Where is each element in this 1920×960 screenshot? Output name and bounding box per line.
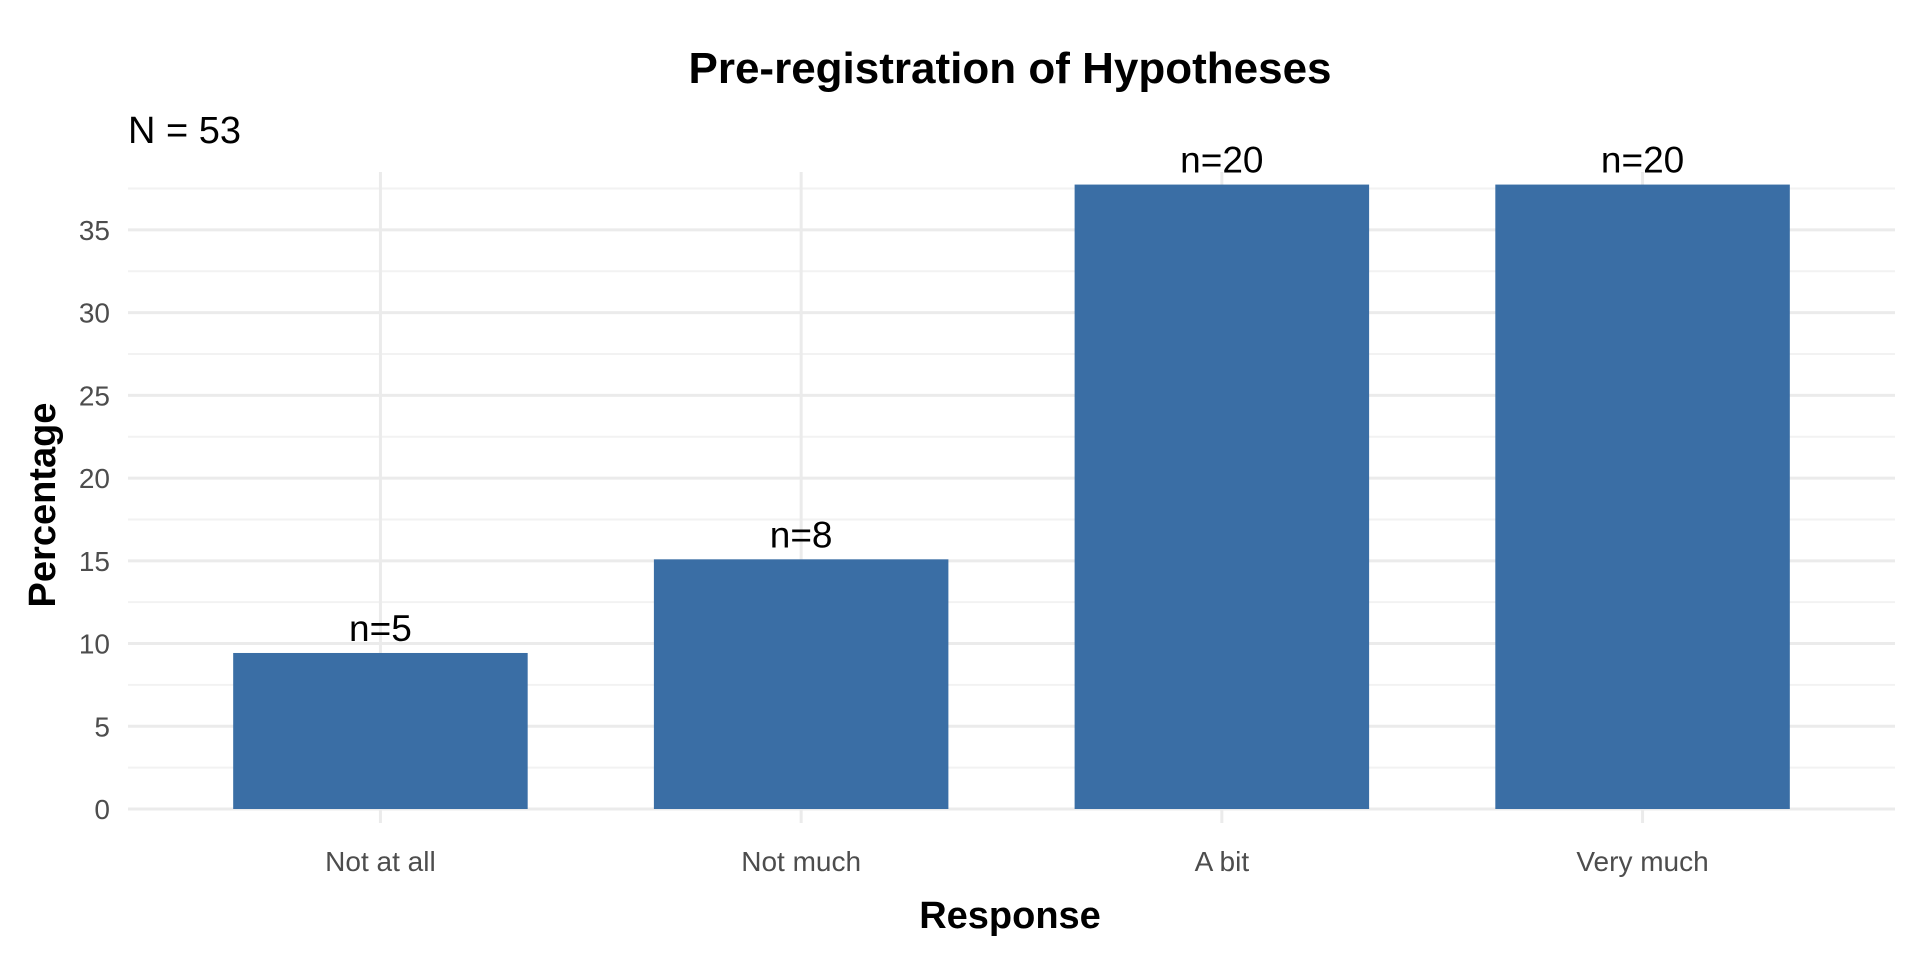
y-tick-label: 10 xyxy=(79,629,110,660)
data-labels: n=5 n=8 n=20 n=20 xyxy=(349,140,1684,649)
y-tick-label: 25 xyxy=(79,380,110,411)
bar-data-label: n=8 xyxy=(770,514,833,555)
x-tick-label: Not at all xyxy=(325,846,436,877)
bar-data-label: n=20 xyxy=(1180,140,1263,181)
bar-2 xyxy=(1074,184,1370,810)
y-axis-ticks: 0 5 10 15 20 25 30 35 xyxy=(79,215,110,825)
y-tick-label: 5 xyxy=(94,711,110,742)
y-tick-label: 15 xyxy=(79,546,110,577)
chart-title: Pre-registration of Hypotheses xyxy=(688,44,1331,93)
bar-data-label: n=5 xyxy=(349,608,412,649)
y-axis-title: Percentage xyxy=(22,403,64,608)
x-tick-label: Not much xyxy=(741,846,861,877)
bars xyxy=(233,184,1790,810)
x-axis-ticks: Not at all Not much A bit Very much xyxy=(325,846,1709,877)
x-tick-label: A bit xyxy=(1195,846,1250,877)
bar-0 xyxy=(233,652,528,809)
bar-1 xyxy=(653,559,949,809)
y-tick-label: 20 xyxy=(79,463,110,494)
y-tick-label: 35 xyxy=(79,215,110,246)
bar-data-label: n=20 xyxy=(1601,140,1684,181)
x-axis-title: Response xyxy=(919,895,1101,937)
bar-3 xyxy=(1495,184,1790,810)
x-tick-label: Very much xyxy=(1576,846,1708,877)
y-tick-label: 0 xyxy=(94,794,110,825)
chart-subtitle: N = 53 xyxy=(128,110,241,152)
y-tick-label: 30 xyxy=(79,298,110,329)
